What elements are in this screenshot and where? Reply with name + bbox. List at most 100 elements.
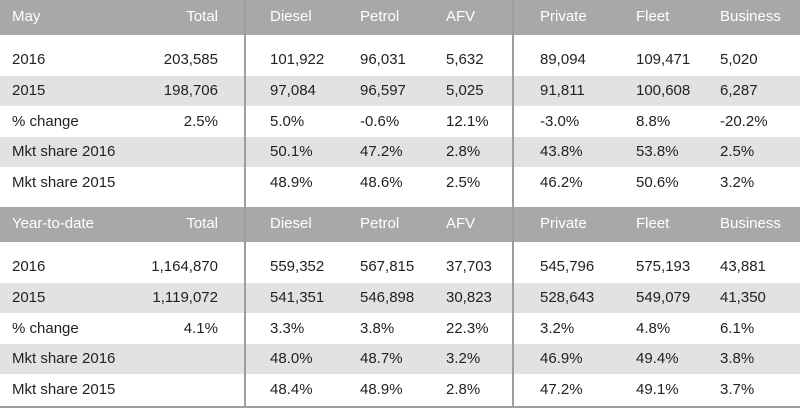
value-cell: 48.0% <box>270 350 313 368</box>
value-cell: 3.7% <box>720 380 755 398</box>
value-cell: 549,079 <box>636 288 691 306</box>
value-cell: 575,193 <box>636 258 691 276</box>
row-band <box>0 136 800 168</box>
value-cell: 47.2% <box>540 380 583 398</box>
value-cell: 4.1% <box>183 319 218 337</box>
header-band <box>0 0 800 35</box>
header-cell: Fleet <box>636 8 670 25</box>
value-cell: 22.3% <box>446 319 489 337</box>
row-band <box>0 75 800 107</box>
value-cell: 3.2% <box>446 350 481 368</box>
value-cell: 2.5% <box>720 143 755 161</box>
row-label: Mkt share 2016 <box>12 143 116 161</box>
value-cell: -20.2% <box>720 112 768 130</box>
value-cell: 2.5% <box>183 112 218 130</box>
value-cell: 545,796 <box>540 258 595 276</box>
value-cell: 46.9% <box>540 350 583 368</box>
header-cell: Petrol <box>360 8 400 25</box>
value-cell: 96,031 <box>360 51 406 69</box>
value-cell: 48.7% <box>360 350 403 368</box>
value-cell: 5,020 <box>720 51 758 69</box>
value-cell: 49.1% <box>636 380 679 398</box>
value-cell: -3.0% <box>540 112 580 130</box>
value-cell: 559,352 <box>270 258 325 276</box>
row-label: 2016 <box>12 258 46 276</box>
value-cell: 50.1% <box>270 143 313 161</box>
header-cell: Total <box>186 215 218 232</box>
row-label: % change <box>12 319 79 337</box>
value-cell: 48.9% <box>270 173 313 191</box>
value-cell: 41,350 <box>720 288 766 306</box>
value-cell: 567,815 <box>360 258 415 276</box>
value-cell: 37,703 <box>446 258 492 276</box>
row-band <box>0 282 800 314</box>
header-cell: Diesel <box>270 8 312 25</box>
row-label: % change <box>12 112 79 130</box>
value-cell: 53.8% <box>636 143 679 161</box>
row-band <box>0 343 800 375</box>
row-label: 2015 <box>12 81 46 99</box>
header-cell: Business <box>720 8 781 25</box>
value-cell: 48.6% <box>360 173 403 191</box>
value-cell: 109,471 <box>636 51 691 69</box>
value-cell: 3.3% <box>270 319 305 337</box>
header-cell: Private <box>540 8 587 25</box>
table-bottom-border <box>0 406 800 408</box>
header-cell: Petrol <box>360 215 400 232</box>
value-cell: 2.5% <box>446 173 481 191</box>
header-cell: Fleet <box>636 215 670 232</box>
value-cell: 1,164,870 <box>151 258 218 276</box>
value-cell: 46.2% <box>540 173 583 191</box>
column-divider <box>244 0 246 408</box>
value-cell: 5,632 <box>446 51 484 69</box>
header-cell: Total <box>186 8 218 25</box>
value-cell: 3.2% <box>540 319 575 337</box>
value-cell: 6,287 <box>720 81 758 99</box>
value-cell: 5.0% <box>270 112 305 130</box>
value-cell: 2.8% <box>446 143 481 161</box>
value-cell: 96,597 <box>360 81 406 99</box>
header-cell: Business <box>720 215 781 232</box>
value-cell: 48.9% <box>360 380 403 398</box>
value-cell: 3.8% <box>360 319 395 337</box>
value-cell: 43.8% <box>540 143 583 161</box>
header-band <box>0 207 800 242</box>
value-cell: 8.8% <box>636 112 671 130</box>
value-cell: 100,608 <box>636 81 691 99</box>
value-cell: 1,119,072 <box>152 288 218 306</box>
header-cell: Private <box>540 215 587 232</box>
value-cell: 528,643 <box>540 288 595 306</box>
value-cell: 2.8% <box>446 380 481 398</box>
value-cell: 43,881 <box>720 258 766 276</box>
value-cell: 6.1% <box>720 319 755 337</box>
row-label: Mkt share 2015 <box>12 380 116 398</box>
row-label: 2015 <box>12 288 46 306</box>
column-divider <box>512 0 514 408</box>
value-cell: 30,823 <box>446 288 492 306</box>
value-cell: 203,585 <box>163 51 218 69</box>
value-cell: 12.1% <box>446 112 489 130</box>
value-cell: 198,706 <box>163 81 218 99</box>
value-cell: 546,898 <box>360 288 415 306</box>
header-cell: Year-to-date <box>12 215 95 232</box>
header-cell: Diesel <box>270 215 312 232</box>
value-cell: 49.4% <box>636 350 679 368</box>
value-cell: 3.8% <box>720 350 755 368</box>
header-cell: AFV <box>446 215 476 232</box>
value-cell: 47.2% <box>360 143 403 161</box>
header-cell: AFV <box>446 8 476 25</box>
value-cell: 4.8% <box>636 319 671 337</box>
value-cell: 541,351 <box>270 288 325 306</box>
value-cell: 97,084 <box>270 81 316 99</box>
value-cell: 48.4% <box>270 380 313 398</box>
value-cell: 101,922 <box>270 51 325 69</box>
row-label: Mkt share 2015 <box>12 173 116 191</box>
value-cell: 3.2% <box>720 173 755 191</box>
value-cell: -0.6% <box>360 112 400 130</box>
row-label: Mkt share 2016 <box>12 350 116 368</box>
value-cell: 50.6% <box>636 173 679 191</box>
value-cell: 5,025 <box>446 81 484 99</box>
row-label: 2016 <box>12 51 46 69</box>
header-cell: May <box>12 8 41 25</box>
